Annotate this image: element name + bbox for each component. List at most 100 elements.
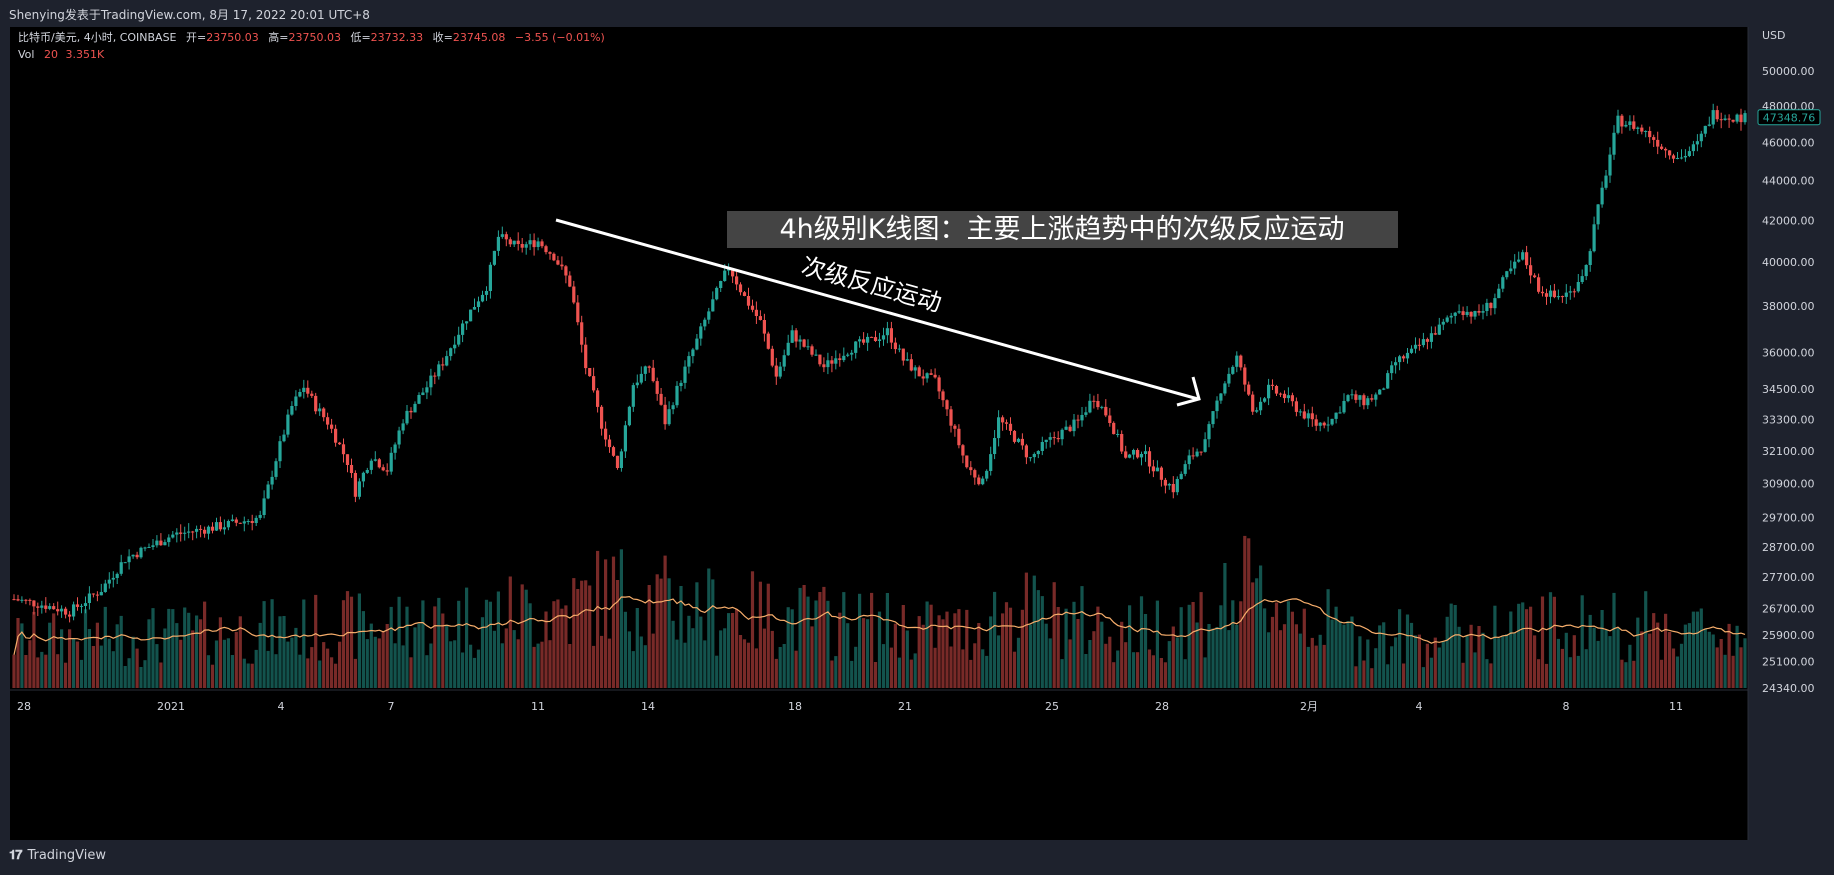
volume-bar — [786, 607, 790, 688]
candle-body — [1322, 422, 1326, 426]
volume-bar — [1044, 623, 1048, 688]
candle-body — [1390, 365, 1394, 374]
volume-bar — [1155, 600, 1159, 688]
price-axis: 50000.0048000.0046000.0044000.0042000.00… — [1762, 65, 1815, 695]
volume-bar — [941, 619, 945, 688]
candle-body — [993, 438, 997, 454]
volume-bar — [310, 647, 314, 688]
volume-bar — [615, 580, 620, 688]
volume-bar — [56, 654, 60, 688]
volume-bar — [16, 618, 20, 688]
candle-body — [1382, 388, 1386, 390]
candle-body — [766, 333, 770, 349]
volume-bar — [278, 616, 282, 688]
candle-body — [1445, 317, 1449, 322]
candle-body — [433, 375, 437, 377]
candle-body — [798, 339, 802, 342]
volume-bar — [1124, 642, 1128, 688]
candle-body — [683, 366, 687, 383]
volume-bar — [1191, 602, 1195, 688]
candle-body — [75, 604, 80, 607]
candle-body — [1576, 282, 1580, 292]
volume-bar — [393, 643, 397, 688]
candlestick-chart[interactable]: 50000.0048000.0046000.0044000.0042000.00… — [0, 27, 1834, 841]
candle-body — [488, 264, 492, 291]
candle-body — [834, 358, 838, 364]
volume-bar — [838, 612, 842, 688]
candle-body — [1139, 454, 1144, 458]
candle-body — [1537, 277, 1541, 292]
candle-body — [1286, 395, 1290, 399]
candle-body — [802, 339, 806, 347]
volume-bar — [1719, 639, 1723, 688]
volume-bar — [1473, 652, 1477, 688]
volume-bar — [365, 639, 369, 688]
volume-bar — [1616, 627, 1620, 688]
candle-body — [1683, 156, 1687, 158]
legend-open-label: 开= — [186, 31, 206, 44]
candle-body — [925, 373, 929, 379]
candle-body — [143, 547, 147, 549]
volume-bar — [588, 585, 592, 688]
time-tick-label: 7 — [388, 700, 395, 713]
volume-bars — [12, 535, 1747, 688]
candle-body — [1306, 413, 1310, 419]
candle-body — [854, 341, 858, 353]
volume-bar — [854, 646, 858, 688]
candle-body — [1477, 311, 1481, 313]
candle-body — [1660, 146, 1664, 149]
chart-frame[interactable]: 50000.00 48000.00 46000.00 44000.00 42000.00… — [0, 27, 1834, 841]
candle-body — [905, 359, 909, 361]
candle-body — [1020, 438, 1024, 446]
candle-body — [897, 348, 901, 350]
volume-bar — [238, 616, 242, 688]
candle-body — [409, 410, 413, 413]
volume-bar — [1028, 624, 1032, 688]
volume-bar — [1036, 590, 1040, 688]
volume-bar — [1632, 660, 1636, 688]
candle-body — [365, 470, 369, 473]
candle-body — [592, 376, 596, 391]
candle-body — [1219, 393, 1223, 401]
volume-bar — [1167, 641, 1171, 688]
candle-body — [929, 373, 933, 375]
candle-body — [476, 301, 481, 307]
candle-body — [969, 467, 973, 471]
volume-bar — [1584, 649, 1588, 688]
candle-body — [1143, 451, 1148, 454]
candle-body — [36, 606, 40, 608]
candle-body — [1044, 439, 1048, 442]
candle-body — [294, 396, 298, 406]
candle-body — [1302, 411, 1306, 419]
volume-bar — [1596, 640, 1600, 688]
time-tick-label: 8 — [1563, 700, 1570, 713]
vol-period: 20 — [44, 48, 58, 61]
volume-bar — [1648, 633, 1652, 688]
candle-body — [615, 455, 620, 468]
candle-body — [1024, 445, 1028, 458]
candle-body — [222, 527, 226, 530]
candle-body — [83, 603, 88, 606]
candle-body — [1294, 401, 1298, 412]
volume-bar — [1310, 637, 1314, 688]
candle-body — [719, 281, 723, 288]
volume-bar — [1270, 616, 1275, 688]
candle-body — [1517, 259, 1521, 262]
candle-body — [1405, 352, 1410, 359]
volume-bar — [1505, 634, 1509, 688]
footer-brand[interactable]: 𝟏𝟕 TradingView — [9, 848, 106, 863]
time-tick-label: 25 — [1045, 700, 1059, 713]
candle-body — [580, 322, 584, 345]
candle-body — [1072, 419, 1076, 432]
volume-bar — [1064, 608, 1068, 688]
currency-label: USD — [1762, 29, 1786, 42]
legend-low-label: 低= — [350, 31, 370, 44]
volume-bar — [500, 643, 504, 688]
volume-bar — [1274, 602, 1279, 688]
candle-body — [1525, 252, 1529, 266]
candle-body — [421, 392, 425, 395]
candle-body — [1278, 393, 1283, 395]
volume-bar — [1699, 608, 1703, 688]
volume-bar — [691, 628, 695, 688]
candle-body — [377, 459, 381, 468]
